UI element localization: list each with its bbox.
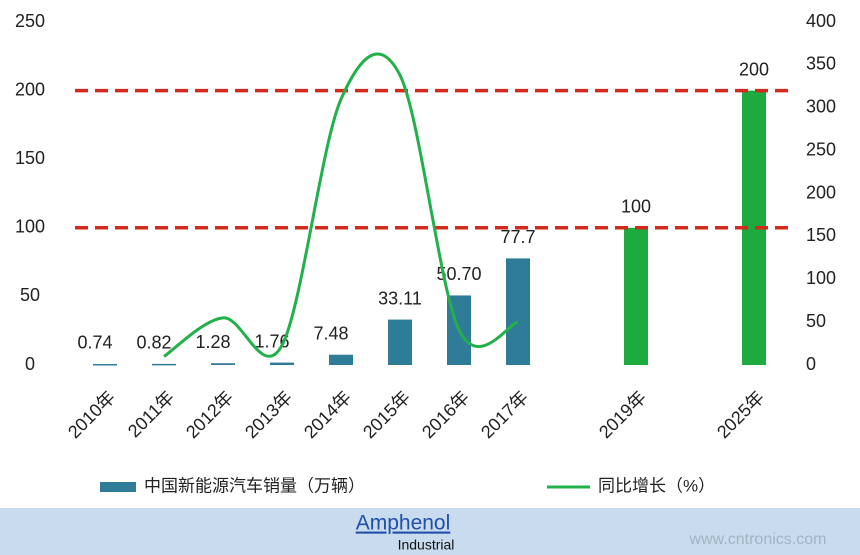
y2-tick-label: 350 [806, 54, 836, 74]
y2-tick-label: 400 [806, 11, 836, 31]
legend-text: 中国新能源汽车销量（万辆） [144, 476, 365, 495]
y2-tick-label: 0 [806, 354, 816, 374]
footer-band [0, 508, 860, 555]
data-label: 33.11 [378, 288, 422, 308]
bar [152, 363, 176, 366]
x-tick-label: 2016年 [418, 387, 473, 442]
x-tick-label: 2013年 [241, 387, 296, 442]
bar [506, 258, 530, 365]
bar [624, 227, 648, 365]
data-label: 50.70 [436, 264, 481, 284]
y-tick-label: 200 [15, 79, 45, 99]
x-tick-label: 2025年 [713, 387, 768, 442]
legend-text: 同比增长（%） [598, 476, 715, 495]
x-tick-label: 2012年 [182, 387, 237, 442]
x-tick-label: 2019年 [595, 387, 650, 442]
y-tick-label: 250 [15, 11, 45, 31]
y2-tick-label: 50 [806, 311, 826, 331]
data-label: 100 [621, 197, 651, 217]
data-label: 200 [739, 59, 769, 79]
y2-tick-label: 100 [806, 268, 836, 288]
data-label: 1.28 [195, 332, 230, 352]
data-label: 77.7 [500, 227, 535, 247]
x-tick-label: 2017年 [477, 387, 532, 442]
x-tick-label: 2011年 [124, 387, 178, 441]
line [163, 52, 519, 358]
data-label: 0.82 [136, 333, 171, 353]
y-tick-label: 0 [25, 354, 35, 374]
data-label: 0.74 [77, 333, 112, 353]
footer-division: Industrial [398, 537, 455, 553]
bar [388, 319, 412, 365]
bar [270, 362, 294, 365]
bar [93, 363, 117, 366]
y-tick-label: 100 [15, 217, 45, 237]
data-label: 7.48 [313, 323, 348, 343]
y2-tick-label: 200 [806, 182, 836, 202]
y2-tick-label: 150 [806, 225, 836, 245]
x-tick-label: 2014年 [300, 387, 355, 442]
x-tick-label: 2010年 [64, 387, 119, 442]
y-tick-label: 150 [15, 148, 45, 168]
bar [329, 354, 353, 365]
y2-tick-label: 300 [806, 97, 836, 117]
bar [211, 363, 235, 365]
watermark: www.cntronics.com [689, 531, 827, 548]
y2-tick-label: 250 [806, 139, 836, 159]
y-tick-label: 50 [20, 285, 40, 305]
x-tick-label: 2015年 [359, 387, 414, 442]
footer-brand: Amphenol [356, 512, 451, 535]
legend-swatch [100, 482, 136, 492]
